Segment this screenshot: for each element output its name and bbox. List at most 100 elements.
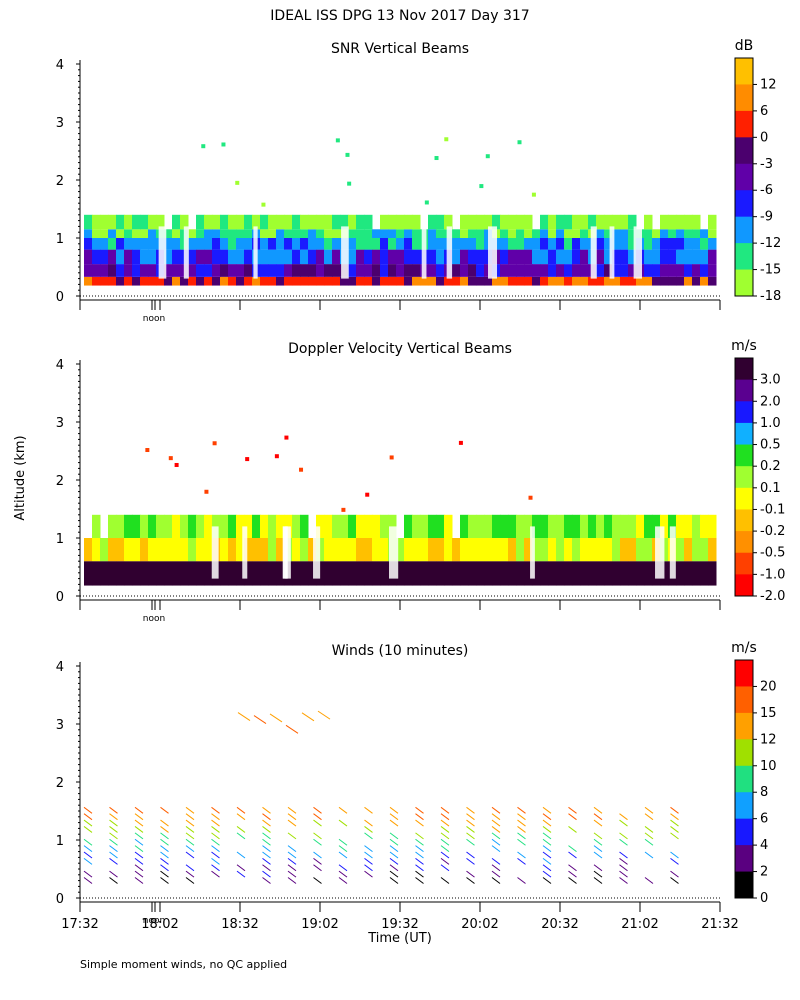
- y-tick-label: 1: [56, 232, 64, 247]
- wind-barb: [160, 870, 169, 878]
- wind-barb: [568, 813, 577, 821]
- wind-barb: [517, 857, 526, 865]
- wind-barb: [262, 870, 271, 878]
- heatmap-cell: [116, 214, 125, 230]
- wind-barb: [83, 806, 93, 814]
- heatmap-cell: [284, 249, 293, 265]
- wind-barb: [389, 845, 399, 852]
- sparse-echo: [174, 462, 179, 467]
- wind-barb: [440, 877, 450, 884]
- heatmap-cell: [452, 538, 461, 562]
- heatmap-cell: [108, 538, 117, 562]
- colorbar-label: 12: [760, 732, 777, 747]
- heatmap-cell: [276, 514, 285, 538]
- heatmap-cell: [412, 276, 421, 286]
- heatmap-cell: [412, 214, 421, 230]
- wind-barb: [236, 870, 246, 878]
- heatmap-cell: [84, 264, 93, 277]
- wind-barb: [568, 845, 577, 852]
- heatmap-cell: [700, 514, 709, 538]
- heatmap-cell: [524, 538, 533, 562]
- heatmap-cell: [564, 214, 573, 230]
- heatmap-cell: [644, 276, 653, 286]
- heatmap-cell: [300, 264, 309, 277]
- wind-barb: [389, 819, 399, 827]
- heatmap-cell: [172, 538, 181, 562]
- heatmap-cell: [356, 229, 365, 238]
- colorbar-frame: [734, 357, 754, 597]
- colorbar-label: 4: [760, 838, 768, 853]
- heatmap-cell: [676, 229, 685, 238]
- heatmap-cell: [548, 214, 557, 230]
- heatmap-cell: [388, 249, 397, 265]
- heatmap-cell: [228, 229, 237, 238]
- wind-barb: [364, 857, 373, 865]
- x-tick-label: 17:32: [61, 917, 98, 932]
- y-tick-label: 0: [56, 590, 64, 605]
- heatmap-cell: [100, 561, 109, 586]
- heatmap-cell: [100, 276, 109, 286]
- heatmap-cell: [572, 538, 581, 562]
- heatmap-cell: [172, 514, 181, 538]
- data-gap: [253, 226, 258, 279]
- heatmap-cell: [644, 561, 653, 586]
- heatmap-cell: [444, 538, 453, 562]
- heatmap-cell: [572, 276, 581, 286]
- heatmap-cell: [460, 276, 469, 286]
- colorbar-label: -6: [760, 183, 773, 198]
- colorbar-swatch: [735, 845, 753, 873]
- wind-barb: [287, 877, 297, 884]
- heatmap-cell: [580, 238, 589, 250]
- heatmap-cell: [604, 249, 613, 265]
- wind-barb: [389, 857, 399, 865]
- heatmap-cell: [180, 561, 189, 586]
- heatmap-cell: [628, 214, 637, 230]
- heatmap-cell: [548, 538, 557, 562]
- heatmap-cell: [260, 238, 269, 250]
- heatmap-cell: [380, 561, 389, 586]
- wind-barb: [185, 870, 195, 878]
- heatmap-cell: [492, 276, 501, 286]
- heatmap-cell: [204, 264, 213, 277]
- wind-barb: [185, 851, 195, 859]
- wind-barb: [211, 813, 220, 821]
- heatmap-cell: [660, 249, 669, 265]
- heatmap-cell: [172, 249, 181, 265]
- data-gap: [421, 226, 427, 279]
- heatmap-cell: [572, 238, 581, 250]
- wind-barb: [262, 813, 271, 821]
- sparse-echo: [444, 137, 449, 142]
- heatmap-cell: [580, 229, 589, 238]
- colorbar-swatch: [735, 686, 753, 714]
- heatmap-cell: [708, 561, 717, 586]
- heatmap-cell: [268, 229, 277, 238]
- heatmap-cell: [100, 229, 109, 238]
- colorbar: 12 6 0 -3 -6 -9 -12 -15 -18 dB: [734, 38, 781, 304]
- heatmap-cell: [516, 249, 525, 265]
- heatmap-cell: [500, 538, 509, 562]
- heatmap-cell: [244, 561, 253, 586]
- heatmap-cell: [660, 229, 669, 238]
- wind-barb: [440, 819, 450, 827]
- heatmap-cell: [612, 276, 621, 286]
- heatmap-cell: [460, 561, 469, 586]
- wind-barb: [670, 832, 679, 840]
- heatmap-cell: [148, 514, 157, 538]
- wind-barb: [389, 870, 399, 878]
- heatmap-cell: [652, 229, 661, 238]
- heatmap-cell: [244, 538, 253, 562]
- wind-barb: [134, 864, 144, 872]
- heatmap-cell: [580, 514, 589, 538]
- wind-barb: [160, 806, 169, 814]
- y-tick-label: 3: [56, 416, 64, 431]
- heatmap-cell: [228, 249, 237, 265]
- wind-barb: [185, 864, 195, 872]
- heatmap-cell: [668, 249, 677, 265]
- heatmap-cell: [620, 238, 629, 250]
- wind-barb: [542, 813, 552, 821]
- colorbar-label: -1.0: [760, 567, 785, 582]
- heatmap-cell: [236, 514, 245, 538]
- y-axis-label: Altitude (km): [13, 435, 28, 520]
- heatmap-cell: [692, 561, 701, 586]
- heatmap-cell: [300, 514, 309, 538]
